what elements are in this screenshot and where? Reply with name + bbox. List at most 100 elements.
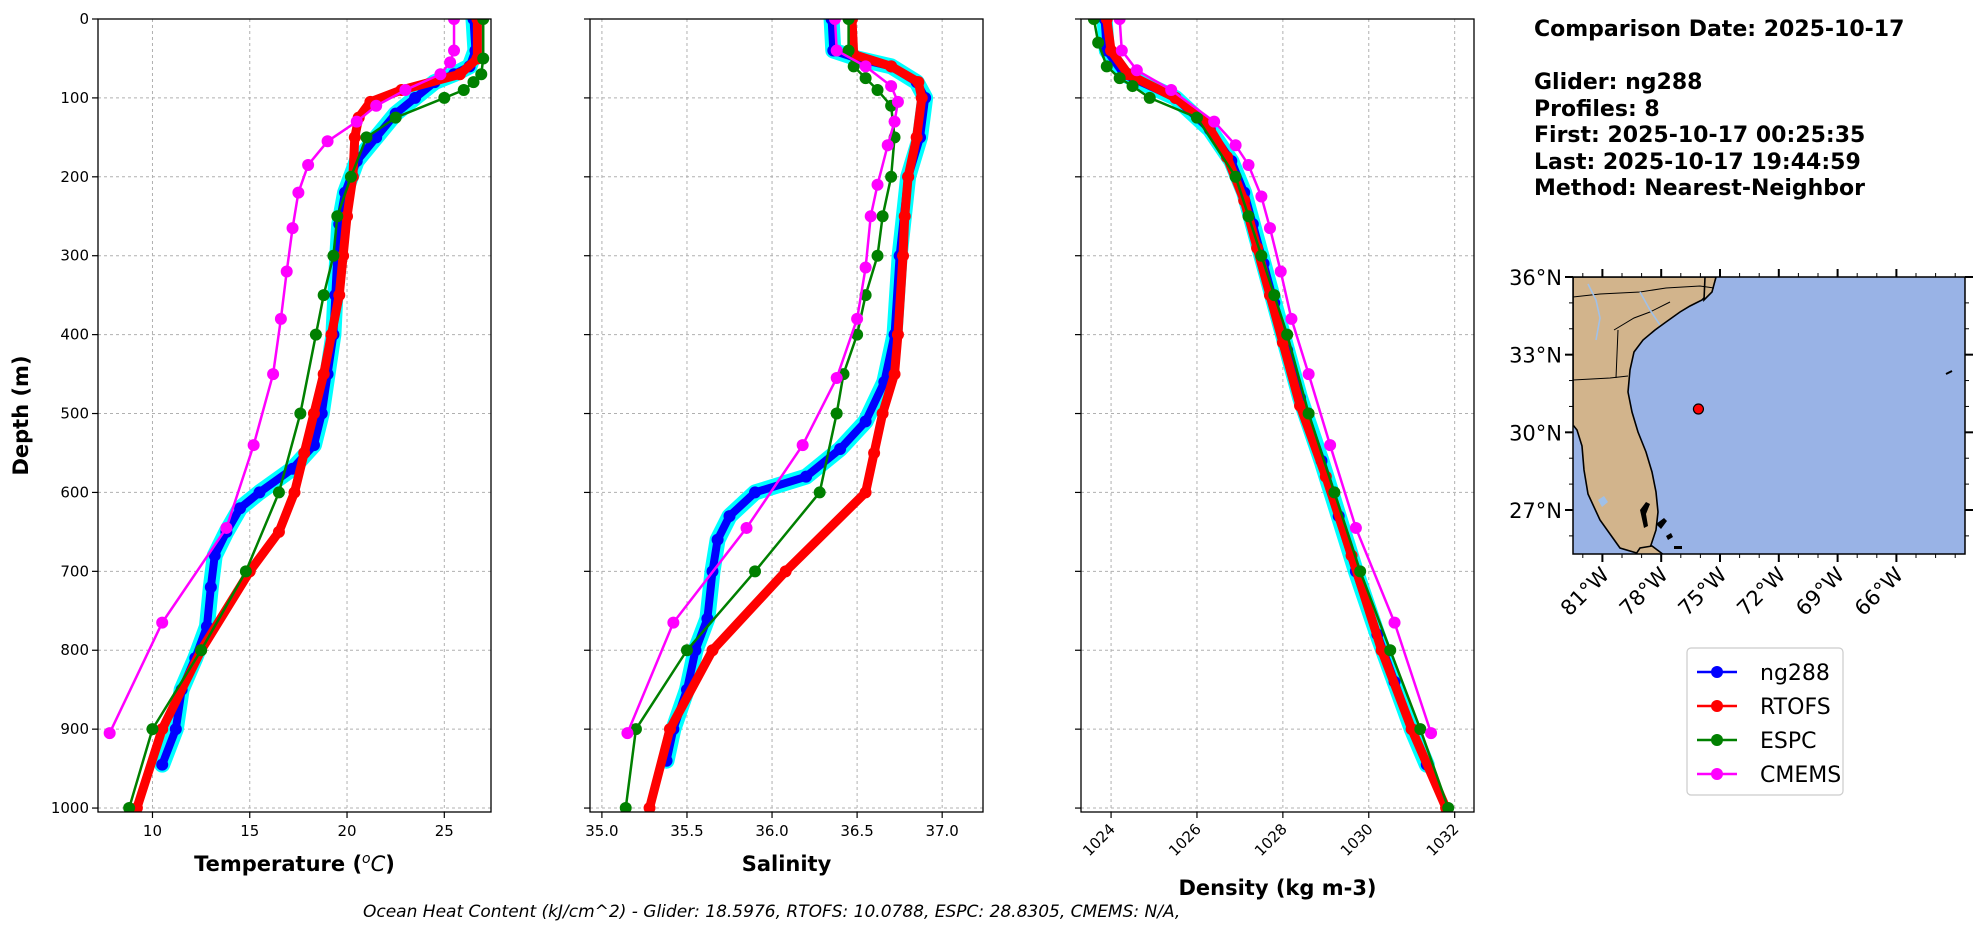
map-state-border-4 (1615, 329, 1619, 379)
data-point-espc (146, 723, 159, 736)
data-point-cmems (292, 186, 305, 199)
data-point-cmems (156, 616, 169, 629)
data-point-cmems (667, 616, 680, 629)
data-point-rtofs (888, 368, 901, 381)
y-tick-label: 500 (60, 405, 89, 423)
data-point-cmems (321, 135, 334, 148)
data-point-espc (360, 131, 373, 144)
x-tick-label: 15 (240, 822, 259, 840)
data-point-cmems (830, 44, 843, 57)
data-point-cmems (796, 439, 809, 452)
data-point-espc (1354, 565, 1367, 578)
data-point-rtofs (307, 407, 320, 420)
data-point-ng288 (859, 415, 872, 428)
data-point-cmems (888, 115, 901, 128)
data-point-espc (239, 565, 252, 578)
x-axis-label: Temperature (oC) (194, 851, 395, 876)
data-point-cmems (1255, 190, 1268, 203)
data-point-espc (467, 76, 480, 89)
y-tick-label: 200 (60, 168, 89, 186)
data-point-espc (871, 249, 884, 262)
data-point-rtofs (317, 368, 330, 381)
x-tick-label: 25 (435, 822, 454, 840)
data-point-espc (1268, 289, 1281, 302)
data-point-espc (1126, 80, 1139, 93)
data-point-ng288 (169, 723, 182, 736)
data-point-cmems (1113, 19, 1126, 25)
data-point-cmems (220, 521, 233, 534)
data-point-rtofs (859, 486, 872, 499)
data-point-cmems (1388, 616, 1401, 629)
data-point-ng288 (800, 470, 813, 483)
data-point-cmems (828, 19, 841, 25)
data-point-rtofs (891, 328, 904, 341)
data-point-espc (1092, 36, 1105, 49)
map-lat-tick-label: 33°N (1509, 344, 1562, 368)
data-point-espc (871, 84, 884, 97)
data-point-espc (1281, 328, 1294, 341)
data-point-espc (195, 644, 208, 657)
data-point-espc (1442, 802, 1455, 812)
data-point-espc (680, 644, 693, 657)
data-point-rtofs (902, 170, 915, 183)
data-point-cmems (103, 727, 116, 740)
data-point-cmems (1285, 312, 1298, 325)
data-point-espc (475, 68, 488, 81)
legend-box (1686, 647, 1844, 796)
map-state-border-1 (1573, 285, 1715, 298)
data-point-espc (389, 111, 402, 124)
y-tick-label: 0 (79, 10, 89, 28)
data-point-rtofs (1375, 644, 1388, 657)
data-point-espc (842, 19, 855, 25)
data-point-rtofs (1294, 399, 1307, 412)
data-point-cmems (448, 44, 461, 57)
data-point-cmems (859, 60, 872, 73)
data-point-rtofs (915, 91, 928, 104)
data-point-cmems (434, 68, 447, 81)
map-frame (1572, 276, 1966, 555)
data-point-espc (477, 52, 490, 65)
info-line-first: First: 2025-10-17 00:25:35 (1534, 123, 1865, 148)
data-point-ng288 (723, 510, 736, 523)
map-island-bahamas-3 (1666, 533, 1673, 540)
data-point-espc (1414, 723, 1427, 736)
x-axis-label: Salinity (742, 852, 832, 876)
data-point-rtofs (1105, 44, 1118, 57)
data-point-cmems (1302, 368, 1315, 381)
x-tick-label: 1028 (1251, 820, 1291, 860)
y-tick-label: 300 (60, 247, 89, 265)
data-point-espc (1242, 210, 1255, 223)
data-point-cmems (1274, 265, 1287, 278)
data-point-ng288 (204, 581, 217, 594)
info-panel: Comparison Date: 2025-10-17 Glider: ng28… (1534, 17, 1904, 201)
data-point-espc (1328, 486, 1341, 499)
data-point-cmems (871, 178, 884, 191)
data-point-ng288 (834, 443, 847, 456)
legend-label-ng288: ng288 (1760, 661, 1830, 686)
legend-swatch-marker-espc (1711, 734, 1723, 746)
data-point-rtofs (898, 210, 911, 223)
map-island-bahamas-2 (1656, 518, 1667, 529)
data-point-cmems (274, 312, 287, 325)
data-point-cmems (286, 222, 299, 235)
map-bermuda (1945, 370, 1953, 375)
data-point-espc (813, 486, 826, 499)
data-point-rtofs (706, 644, 719, 657)
y-tick-label: 600 (60, 483, 89, 501)
data-point-cmems (267, 368, 280, 381)
map-island-bahamas-1 (1640, 502, 1650, 528)
data-point-rtofs (337, 249, 350, 262)
temperature-profile-panel: 10 15 20 25 0 100 200 300 400 500 600 700 800 900 1000… (9, 10, 492, 876)
data-point-ng288 (234, 502, 247, 515)
data-point-cmems (851, 312, 864, 325)
data-point-rtofs (1100, 19, 1113, 25)
map-land-southeast-us (1573, 277, 1717, 554)
map-lon-tick-label: 66°W (1850, 562, 1908, 620)
data-point-rtofs (643, 802, 656, 812)
data-point-espc (331, 210, 344, 223)
data-point-cmems (864, 210, 877, 223)
x-tick-label: 1030 (1337, 820, 1377, 860)
x-tick-label: 1024 (1079, 820, 1119, 860)
x-tick-label: 35.0 (585, 822, 618, 840)
data-point-cmems (280, 265, 293, 278)
